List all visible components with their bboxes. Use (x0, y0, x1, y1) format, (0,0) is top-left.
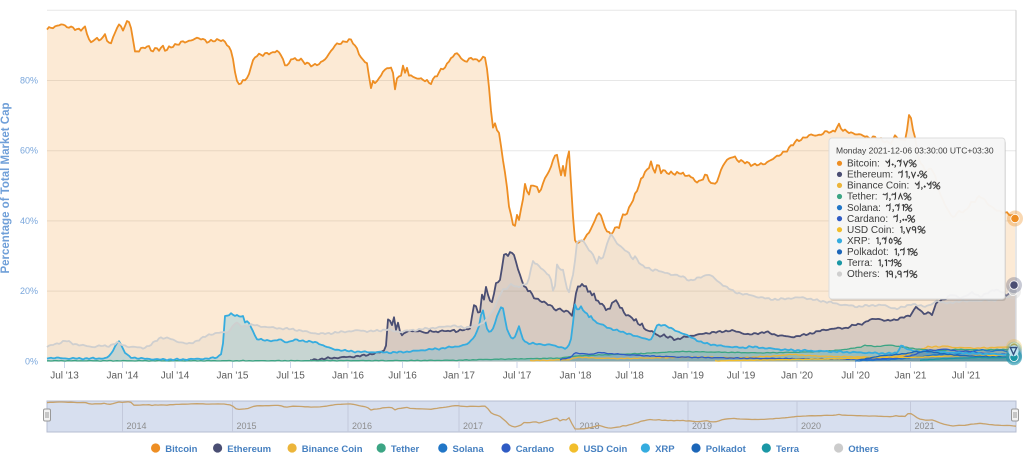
svg-text:Cardano:: Cardano: (847, 214, 888, 225)
svg-text:Jan '21: Jan '21 (895, 371, 927, 382)
svg-text:Bitcoin: Bitcoin (165, 444, 197, 455)
svg-text:Percentage of Total Market Cap: Percentage of Total Market Cap (0, 102, 12, 273)
svg-text:Others:: Others: (847, 269, 880, 280)
svg-text:40%: 40% (20, 216, 38, 226)
svg-text:USD Coin: USD Coin (584, 444, 628, 455)
svg-text:Cardano: Cardano (516, 444, 555, 455)
svg-text:XRP:: XRP: (847, 236, 870, 247)
svg-text:Ethereum:: Ethereum: (847, 170, 893, 181)
svg-text:Monday 2021-12-06 03:30:00 UTC: Monday 2021-12-06 03:30:00 UTC+03:30 (836, 146, 994, 156)
svg-text:Jul '15: Jul '15 (276, 371, 305, 382)
svg-text:XRP: XRP (655, 444, 675, 455)
svg-text:Bitcoin:: Bitcoin: (847, 159, 880, 170)
svg-text:Solana: Solana (453, 444, 485, 455)
svg-text:Tether: Tether (391, 444, 420, 455)
svg-text:Jul '13: Jul '13 (50, 371, 79, 382)
svg-text:60%: 60% (20, 146, 38, 156)
svg-text:0%: 0% (25, 356, 38, 366)
svg-text:2019: 2019 (692, 421, 712, 431)
svg-text:USD Coin:: USD Coin: (847, 225, 894, 236)
svg-text:80%: 80% (20, 76, 38, 86)
svg-text:Binance Coin:: Binance Coin: (847, 181, 909, 192)
svg-text:Jan '16: Jan '16 (332, 371, 364, 382)
svg-text:Jan '20: Jan '20 (781, 371, 813, 382)
svg-text:Jul '14: Jul '14 (161, 371, 190, 382)
svg-text:Ethereum: Ethereum (227, 444, 271, 455)
svg-text:2015: 2015 (237, 421, 257, 431)
svg-text:Others: Others (848, 444, 879, 455)
svg-text:Jan '18: Jan '18 (560, 371, 592, 382)
svg-text:2014: 2014 (127, 421, 147, 431)
svg-text:2021: 2021 (915, 421, 935, 431)
svg-text:Tether:: Tether: (847, 192, 878, 203)
svg-text:20%: 20% (20, 286, 38, 296)
svg-text:Jan '14: Jan '14 (107, 371, 139, 382)
svg-text:Jul '18: Jul '18 (615, 371, 644, 382)
svg-text:Terra: Terra (776, 444, 800, 455)
svg-text:2016: 2016 (352, 421, 372, 431)
svg-text:Jan '17: Jan '17 (443, 371, 475, 382)
svg-text:Polkadot:: Polkadot: (847, 247, 889, 258)
svg-text:Jul '19: Jul '19 (727, 371, 756, 382)
svg-text:2018: 2018 (580, 421, 600, 431)
svg-text:Jul '17: Jul '17 (503, 371, 532, 382)
svg-text:Polkadot: Polkadot (706, 444, 747, 455)
svg-text:2017: 2017 (463, 421, 483, 431)
svg-text:Jul '20: Jul '20 (841, 371, 870, 382)
svg-text:Solana:: Solana: (847, 203, 881, 214)
svg-text:Jan '15: Jan '15 (217, 371, 249, 382)
svg-text:Jan '19: Jan '19 (672, 371, 704, 382)
svg-text:Jul '21: Jul '21 (952, 371, 981, 382)
svg-text:Jul '16: Jul '16 (388, 371, 417, 382)
svg-text:Terra:: Terra: (847, 258, 873, 269)
svg-text:Binance Coin: Binance Coin (302, 444, 363, 455)
svg-text:2020: 2020 (801, 421, 821, 431)
